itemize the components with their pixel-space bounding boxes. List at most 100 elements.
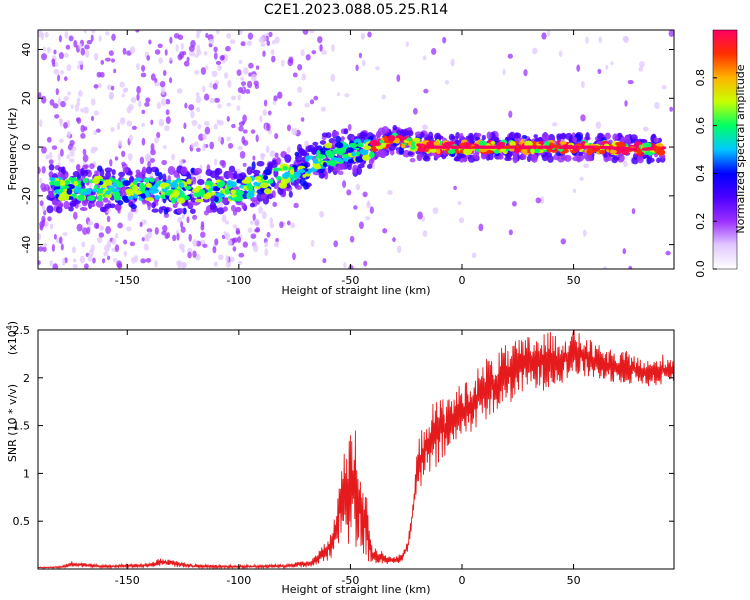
spectrogram-cell (319, 210, 325, 218)
spectrogram-cell (53, 68, 60, 75)
spectrogram-cell (184, 102, 188, 109)
spectrogram-cell (187, 251, 192, 259)
spectrogram-cell (370, 146, 376, 152)
spectrogram-cell (41, 165, 46, 174)
spectrogram-cell (57, 188, 64, 193)
spectrogram-cell (83, 30, 87, 34)
spectrogram-cell (86, 39, 93, 45)
spectrogram-cell (248, 192, 255, 198)
spectrogram-cell (362, 145, 372, 151)
colorbar-tick-label: 0.4 (694, 165, 707, 183)
spectrogram-cell (260, 194, 267, 200)
spectrogram-cell (48, 159, 54, 165)
spectrogram-cell (98, 35, 102, 42)
spectrogram-cell (141, 137, 146, 146)
spectrogram-x-label: Height of straight line (km) (281, 284, 430, 297)
snr-y-label: SNR (10 * v/v) (6, 384, 19, 462)
spectrogram-cell (272, 201, 278, 208)
snr-x-label: Height of straight line (km) (281, 583, 430, 596)
spectrogram-cell (150, 166, 159, 173)
spectrogram-cell (49, 223, 54, 230)
spectrogram-cell (242, 114, 247, 123)
spectrogram-cell (202, 243, 208, 248)
spectrogram-cell (108, 50, 114, 56)
spectrogram-cell (111, 33, 116, 41)
spectrogram-cell (59, 69, 64, 75)
spectrogram-cell (267, 162, 273, 170)
spectrogram-cell (213, 52, 218, 60)
spectrogram-cell (365, 216, 371, 221)
spectrogram-cell (63, 96, 69, 102)
spectrogram-cell (337, 162, 346, 171)
spectrogram-cell (478, 140, 487, 146)
spectrogram-cell (51, 58, 56, 65)
spectrogram-cell (156, 101, 161, 110)
spectrogram-cell (96, 71, 102, 78)
spectrogram-cell (186, 216, 190, 224)
spectrogram-cell (119, 81, 125, 88)
spectrogram-cell (520, 149, 528, 154)
spectrogram-cell (360, 131, 368, 139)
spectrogram-cell (669, 106, 674, 112)
spectrogram-cell (62, 257, 66, 266)
spectrogram-cell (184, 185, 192, 191)
spectrogram-cell (105, 190, 111, 195)
spectrogram-cell (353, 205, 358, 210)
spectrogram-cell (87, 220, 94, 226)
spectrogram-cell (544, 141, 550, 147)
spectrogram-cell (502, 68, 506, 76)
spectrogram-cell (203, 51, 208, 56)
spectrogram-cell (106, 215, 111, 223)
spectrogram-cell (417, 143, 423, 147)
spectrogram-cell (80, 124, 85, 133)
spectrogram-frame (37, 29, 675, 270)
spectrogram-cell (259, 115, 263, 123)
spectrogram-cell (132, 185, 138, 191)
spectrogram-cell (250, 196, 258, 202)
spectrogram-cell (121, 93, 125, 98)
spectrogram-cell (337, 170, 344, 176)
spectrogram-cell (217, 103, 222, 109)
spectrogram-cell (393, 137, 400, 144)
spectrogram-cell (347, 164, 352, 171)
spectrogram-cell (57, 153, 61, 162)
spectrogram-cell (215, 168, 220, 178)
spectrogram-cell (221, 197, 228, 204)
spectrogram-cell (236, 105, 241, 111)
spectrogram-cell (95, 222, 100, 230)
spectrogram-cell (230, 204, 236, 212)
spectrogram-cell (69, 202, 77, 207)
spectrogram-cell (130, 96, 137, 104)
spectrogram-cell (612, 133, 619, 142)
x-tick-label: -150 (115, 274, 140, 287)
spectrogram-cell (122, 47, 127, 55)
spectrogram-cell (335, 135, 342, 143)
spectrogram-cell (107, 255, 111, 261)
spectrogram-cell (145, 182, 152, 188)
spectrogram-cell (126, 226, 132, 232)
spectrogram-cell (582, 229, 587, 237)
spectrogram-cell (572, 188, 577, 194)
spectrogram-cell (93, 146, 99, 152)
spectrogram-cell (294, 151, 300, 157)
spectrogram-cell (202, 143, 206, 152)
spectrogram-cell (122, 88, 128, 93)
spectrogram-cell (351, 151, 356, 157)
spectrogram-cell (194, 198, 204, 203)
spectrogram-cell (407, 151, 414, 156)
spectrogram-cell (141, 109, 146, 114)
spectrogram-cell (189, 208, 196, 214)
spectrogram-cell (612, 140, 618, 147)
spectrogram-cell (639, 60, 645, 68)
spectrogram-cell (49, 260, 54, 267)
spectrogram-cell (426, 141, 434, 147)
spectrogram-cell (89, 202, 96, 208)
spectrogram-cell (86, 195, 96, 201)
spectrogram-cell (471, 252, 477, 259)
spectrogram-cell (42, 246, 47, 253)
spectrogram-cell (180, 42, 184, 51)
colorbar-gradient (712, 29, 738, 270)
spectrogram-cell (462, 148, 472, 156)
snr-panel: -150 -100 -50 0 50 0.5 1 1.5 2 2.5 Height of str… (5, 321, 675, 596)
spectrogram-cell (532, 47, 538, 55)
